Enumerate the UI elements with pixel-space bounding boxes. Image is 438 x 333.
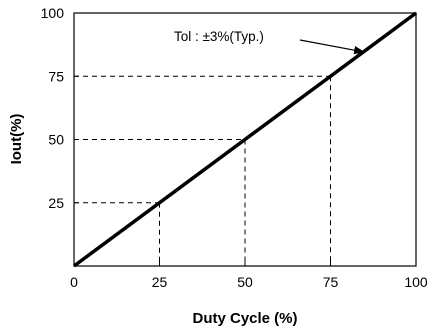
x-tick-label: 50 (237, 274, 253, 290)
y-tick-label: 75 (48, 68, 64, 84)
x-tick-label: 0 (70, 274, 78, 290)
x-tick-label: 100 (404, 274, 428, 290)
y-axis-title: Iout(%) (8, 114, 25, 165)
y-tick-label: 50 (48, 132, 64, 148)
y-tick-label: 25 (48, 195, 64, 211)
annotation-arrow (299, 39, 365, 55)
iout-series-line (72, 11, 418, 268)
x-axis-title: Duty Cycle (%) (192, 310, 297, 327)
y-tick-label: 100 (41, 5, 65, 21)
annotation-text: Tol : ±3%(Typ.) (174, 29, 264, 44)
x-tick-label: 75 (323, 274, 339, 290)
x-tick-label: 25 (152, 274, 168, 290)
